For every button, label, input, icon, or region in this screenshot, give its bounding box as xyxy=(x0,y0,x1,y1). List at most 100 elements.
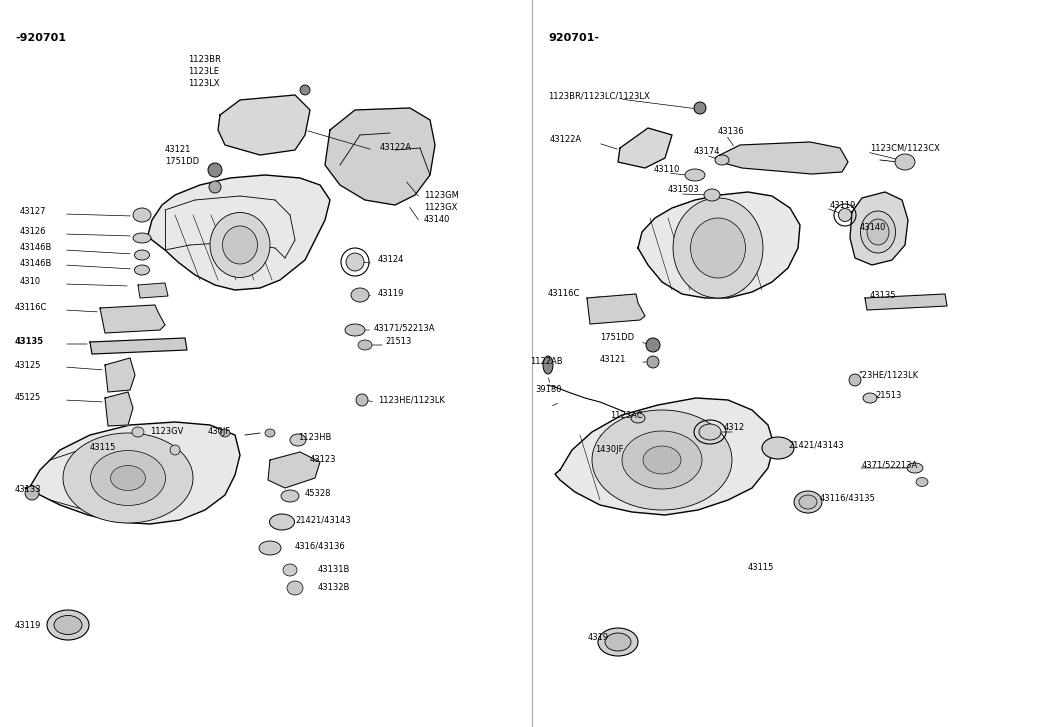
Text: 43136: 43136 xyxy=(718,127,744,137)
Text: 43115: 43115 xyxy=(748,563,774,572)
Text: 43140: 43140 xyxy=(424,214,451,223)
Ellipse shape xyxy=(694,102,706,114)
Text: 43119: 43119 xyxy=(830,201,857,209)
Polygon shape xyxy=(268,452,320,488)
Text: 920701-: 920701- xyxy=(549,33,598,43)
Ellipse shape xyxy=(863,393,877,403)
Polygon shape xyxy=(555,398,774,515)
Ellipse shape xyxy=(647,356,659,368)
Ellipse shape xyxy=(290,434,306,446)
Ellipse shape xyxy=(345,324,365,336)
Text: 43127: 43127 xyxy=(20,207,47,217)
Polygon shape xyxy=(218,95,310,155)
Polygon shape xyxy=(618,128,672,168)
Text: 1751DD: 1751DD xyxy=(600,334,635,342)
Ellipse shape xyxy=(220,429,230,437)
Text: 43122A: 43122A xyxy=(550,135,583,145)
Ellipse shape xyxy=(300,85,310,95)
Ellipse shape xyxy=(133,208,151,222)
Ellipse shape xyxy=(170,445,180,455)
Text: 43132B: 43132B xyxy=(318,582,351,592)
Text: 43133: 43133 xyxy=(15,486,41,494)
Text: 21513: 21513 xyxy=(875,390,901,400)
Text: 4312: 4312 xyxy=(724,424,745,433)
Ellipse shape xyxy=(592,410,732,510)
Text: 43119: 43119 xyxy=(15,621,41,630)
Ellipse shape xyxy=(598,628,638,656)
Ellipse shape xyxy=(867,219,889,245)
Ellipse shape xyxy=(704,189,720,201)
Text: 43116C: 43116C xyxy=(549,289,580,299)
Ellipse shape xyxy=(135,250,150,260)
Text: 43135: 43135 xyxy=(15,337,45,347)
Ellipse shape xyxy=(90,451,166,505)
Polygon shape xyxy=(105,358,135,392)
Text: 431503: 431503 xyxy=(668,185,699,195)
Polygon shape xyxy=(105,392,133,426)
Text: 43135: 43135 xyxy=(870,291,896,300)
Ellipse shape xyxy=(111,465,146,491)
Text: 45125: 45125 xyxy=(15,393,41,403)
Polygon shape xyxy=(138,283,168,298)
Text: 43174: 43174 xyxy=(694,148,721,156)
Ellipse shape xyxy=(210,212,270,278)
Polygon shape xyxy=(587,294,645,324)
Ellipse shape xyxy=(345,253,364,271)
Text: 43146B: 43146B xyxy=(20,259,52,268)
Ellipse shape xyxy=(259,541,281,555)
Polygon shape xyxy=(850,192,908,265)
Ellipse shape xyxy=(849,374,861,386)
Text: 1123AC: 1123AC xyxy=(610,411,643,419)
Text: 21421/43143: 21421/43143 xyxy=(788,441,844,449)
Ellipse shape xyxy=(631,413,645,423)
Ellipse shape xyxy=(209,181,221,193)
Ellipse shape xyxy=(358,340,372,350)
Text: -920701: -920701 xyxy=(15,33,66,43)
Text: 4319: 4319 xyxy=(588,633,609,643)
Text: 43122A: 43122A xyxy=(379,143,412,153)
Text: 43119: 43119 xyxy=(378,289,404,297)
Polygon shape xyxy=(100,305,165,333)
Ellipse shape xyxy=(861,211,895,253)
Polygon shape xyxy=(148,175,330,290)
Text: 43123: 43123 xyxy=(310,456,337,465)
Text: 43126: 43126 xyxy=(20,228,47,236)
Ellipse shape xyxy=(673,198,763,298)
Text: 43110: 43110 xyxy=(654,166,680,174)
Text: 21421/43143: 21421/43143 xyxy=(296,515,351,524)
Text: 1430JF: 1430JF xyxy=(595,446,624,454)
Text: 1122AB: 1122AB xyxy=(530,358,562,366)
Text: 43116/43135: 43116/43135 xyxy=(820,494,876,502)
Ellipse shape xyxy=(287,581,303,595)
Text: 21513: 21513 xyxy=(385,337,411,347)
Text: 45328: 45328 xyxy=(305,489,332,499)
Ellipse shape xyxy=(351,288,369,302)
Text: 43131B: 43131B xyxy=(318,566,351,574)
Text: 4310: 4310 xyxy=(20,278,41,286)
Ellipse shape xyxy=(265,429,275,437)
Text: 43121: 43121 xyxy=(600,356,626,364)
Text: 43125: 43125 xyxy=(15,361,41,369)
Text: 43171/52213A: 43171/52213A xyxy=(374,324,436,332)
Ellipse shape xyxy=(543,356,553,374)
Ellipse shape xyxy=(685,169,705,181)
Ellipse shape xyxy=(691,218,745,278)
Text: 1123CM/1123CX: 1123CM/1123CX xyxy=(870,143,940,153)
Text: "23HE/1123LK: "23HE/1123LK xyxy=(858,371,918,379)
Text: 1123LX: 1123LX xyxy=(188,79,219,89)
Ellipse shape xyxy=(715,155,729,165)
Ellipse shape xyxy=(681,448,699,456)
Text: 1123LE: 1123LE xyxy=(188,68,219,76)
Ellipse shape xyxy=(916,478,928,486)
Text: 1123GV: 1123GV xyxy=(150,427,184,436)
Polygon shape xyxy=(90,338,187,354)
Polygon shape xyxy=(26,422,240,524)
Ellipse shape xyxy=(54,616,82,635)
Ellipse shape xyxy=(26,486,39,500)
Text: 1751DD: 1751DD xyxy=(165,158,199,166)
Ellipse shape xyxy=(135,265,150,275)
Text: 1123HB: 1123HB xyxy=(298,433,332,443)
Text: 1123GM: 1123GM xyxy=(424,190,459,199)
Text: 1123HE/1123LK: 1123HE/1123LK xyxy=(378,395,445,404)
Ellipse shape xyxy=(63,433,193,523)
